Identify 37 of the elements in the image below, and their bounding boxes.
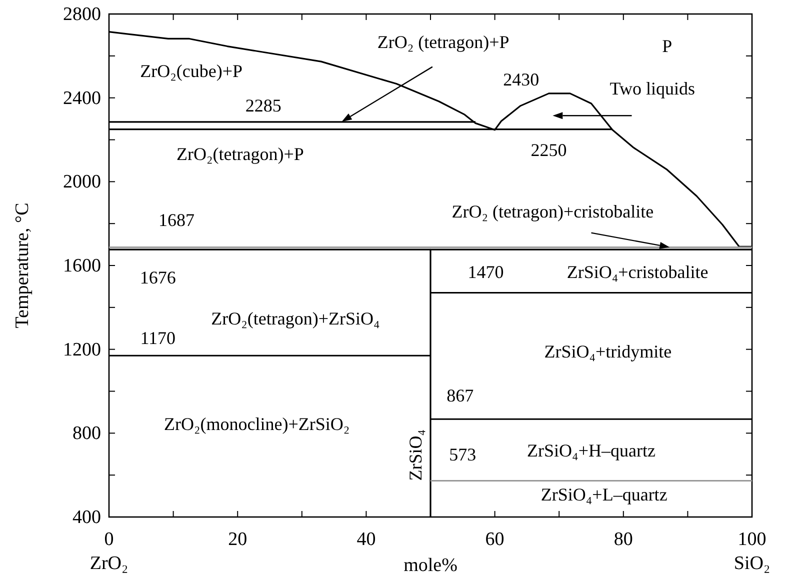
x-tick-label: 80 (614, 529, 633, 550)
annotation: ZrO₂(monocline)+ZrSiO₂ (164, 414, 350, 434)
x-tick-label: 40 (356, 529, 376, 550)
x-tick-label: 20 (228, 529, 248, 550)
annotation: ZrO₂(tetragon)+ZrSiO₄ (211, 308, 380, 328)
annotation: ZrSiO₄+L–quartz (540, 484, 668, 504)
annotation: ZrSiO₄ (406, 429, 426, 481)
x-tick-label: 100 SiO₂ (734, 529, 770, 574)
annotation: ZrO₂(tetragon)+P (176, 144, 304, 164)
annotation: 1470 (468, 262, 504, 282)
annotation: P (662, 36, 672, 56)
annotation: ZrSiO₄+cristobalite (566, 262, 708, 282)
x-tick-label: 60 (485, 529, 504, 550)
annotation: ZrSiO₄+tridymite (544, 342, 672, 362)
x-tick-label: 0 ZrO₂ (90, 529, 128, 574)
annotation: ZrO₂ (tetragon)+cristobalite (452, 202, 654, 222)
annotation: 2250 (530, 140, 567, 160)
y-tick-label: 800 (72, 423, 101, 444)
y-tick-label: 2800 (63, 4, 101, 25)
annotation: 1676 (140, 268, 176, 288)
annotation: Two liquids (610, 78, 695, 99)
y-tick-label: 1600 (63, 256, 101, 276)
y-tick-label: 400 (72, 507, 101, 528)
y-tick-label: 2400 (63, 88, 101, 109)
y-tick-label: 1200 (63, 339, 101, 360)
annotation: ZrO₂(cube)+P (140, 60, 243, 81)
annotation: ZrSiO₄+H–quartz (527, 440, 656, 461)
annotation: 867 (446, 385, 474, 406)
annotation: 573 (449, 444, 476, 465)
annotation: 1687 (158, 210, 195, 230)
annotation: 2285 (245, 96, 282, 116)
y-tick-label: 2000 (63, 172, 101, 193)
annotation: 1170 (140, 328, 176, 348)
y-axis-title: Temperature, °C (12, 202, 33, 328)
x-axis-title: mole% (404, 555, 458, 576)
annotation: ZrO₂ (tetragon)+P (377, 32, 510, 52)
annotation: 2430 (503, 70, 540, 90)
